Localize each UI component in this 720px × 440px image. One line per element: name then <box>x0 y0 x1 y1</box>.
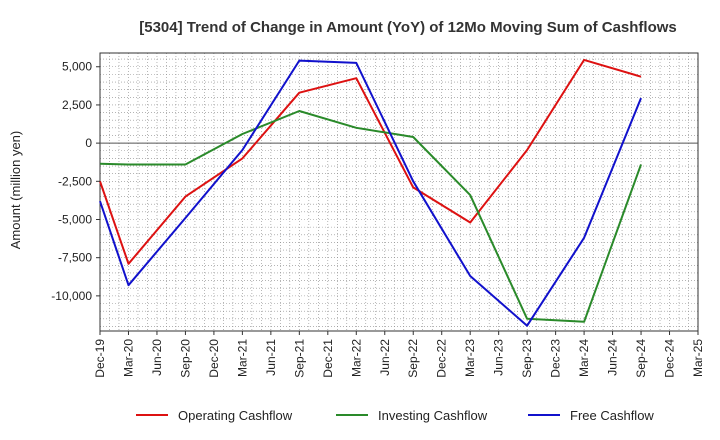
plot-area <box>99 52 699 332</box>
x-tick-label: Jun-24 <box>606 339 620 376</box>
series-layer <box>99 58 642 327</box>
x-tick-label: Sep-22 <box>406 339 420 378</box>
x-tick-label: Mar-20 <box>121 339 135 377</box>
legend-label-free-cashflow: Free Cashflow <box>570 408 654 423</box>
x-tick-label: Jun-23 <box>492 339 506 376</box>
y-tick-label: -10,000 <box>51 289 92 303</box>
x-tick-label: Dec-19 <box>93 339 107 378</box>
x-tick-label: Mar-25 <box>691 339 705 377</box>
x-axis: Dec-19 Mar-20 Jun-20 Sep-20 Dec-20 Mar-21 Jun-… <box>93 331 705 378</box>
y-tick-label: -2,500 <box>58 174 92 188</box>
x-tick-label: Sep-20 <box>178 339 192 378</box>
series-line-operating-cashflow <box>99 58 642 265</box>
x-tick-label: Jun-22 <box>378 339 392 376</box>
x-tick-label: Mar-24 <box>577 339 591 377</box>
x-tick-label: Dec-20 <box>207 339 221 378</box>
y-tick-label: 0 <box>85 136 92 150</box>
legend-label-investing-cashflow: Investing Cashflow <box>378 408 488 423</box>
legend: Operating Cashflow Investing Cashflow Free… <box>136 408 654 423</box>
grid <box>99 53 699 331</box>
series-line-free-cashflow <box>99 59 642 327</box>
x-tick-label: Dec-24 <box>663 339 677 378</box>
x-tick-label: Mar-21 <box>235 339 249 377</box>
x-tick-label: Sep-21 <box>292 339 306 378</box>
legend-label-operating-cashflow: Operating Cashflow <box>178 408 293 423</box>
x-tick-label: Dec-22 <box>435 339 449 378</box>
x-tick-label: Jun-21 <box>264 339 278 376</box>
x-tick-label: Mar-22 <box>349 339 363 377</box>
y-tick-label: 2,500 <box>62 98 92 112</box>
x-tick-label: Dec-21 <box>321 339 335 378</box>
chart-title: [5304] Trend of Change in Amount (YoY) o… <box>139 19 677 36</box>
x-tick-label: Jun-20 <box>150 339 164 376</box>
y-axis: 5,000 2,500 0 -2,500 -5,000 -7,500 -10,000 <box>51 60 100 303</box>
x-tick-label: Dec-23 <box>549 339 563 378</box>
y-tick-label: 5,000 <box>62 60 92 74</box>
x-tick-label: Mar-23 <box>463 339 477 377</box>
x-tick-label: Sep-24 <box>634 339 648 378</box>
y-tick-label: -7,500 <box>58 251 92 265</box>
y-tick-label: -5,000 <box>58 212 92 226</box>
y-axis-label: Amount (million yen) <box>8 131 23 250</box>
series-line-investing-cashflow <box>99 110 642 323</box>
x-tick-label: Sep-23 <box>520 339 534 378</box>
